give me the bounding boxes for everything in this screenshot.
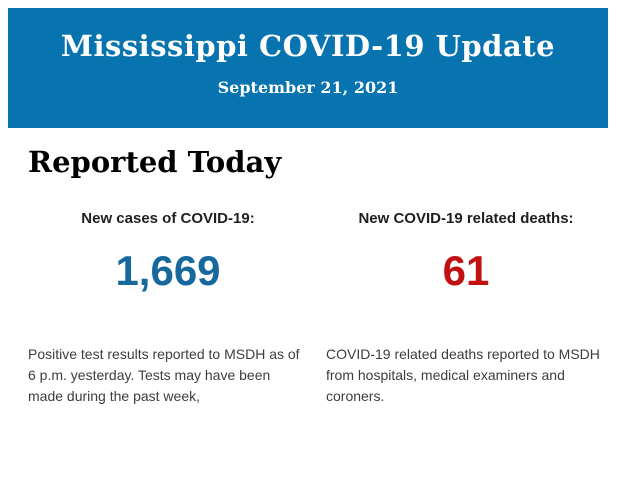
page-title: Mississippi COVID-19 Update [60, 29, 556, 63]
new-cases-label: New cases of COVID-19: [81, 210, 255, 227]
new-cases-description: Positive test results reported to MSDH a… [28, 346, 300, 404]
new-deaths-column: New COVID-19 related deaths: 61 COVID-19… [326, 210, 606, 407]
new-cases-value: 1,669 [115, 247, 221, 294]
report-date: September 21, 2021 [217, 78, 399, 97]
section-heading: Reported Today [28, 145, 282, 179]
stats-columns: New cases of COVID-19: 1,669 Positive te… [28, 210, 606, 407]
new-cases-column: New cases of COVID-19: 1,669 Positive te… [28, 210, 308, 407]
header-banner: Mississippi COVID-19 Update September 21… [8, 8, 608, 128]
new-deaths-value: 61 [442, 247, 490, 294]
new-deaths-description: COVID-19 related deaths reported to MSDH… [326, 346, 600, 404]
content-area: Reported Today New cases of COVID-19: 1,… [0, 146, 620, 407]
new-deaths-label: New COVID-19 related deaths: [358, 210, 574, 227]
